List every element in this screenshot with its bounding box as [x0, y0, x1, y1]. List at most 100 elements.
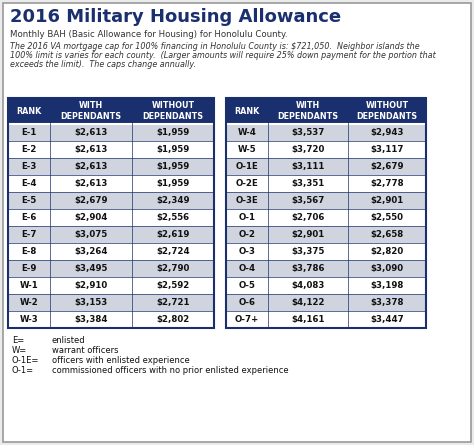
Bar [226, 260, 426, 277]
Text: W=: W= [12, 346, 27, 355]
Bar [8, 260, 214, 277]
Text: E-2: E-2 [21, 145, 36, 154]
Text: O-2: O-2 [238, 230, 255, 239]
Text: O-7+: O-7+ [235, 315, 259, 324]
Bar [8, 158, 214, 175]
Text: $3,111: $3,111 [292, 162, 325, 171]
Text: E-7: E-7 [21, 230, 37, 239]
Bar [226, 311, 426, 328]
Text: O-1E=: O-1E= [12, 356, 39, 365]
Text: $3,537: $3,537 [292, 128, 325, 137]
Text: $1,959: $1,959 [156, 162, 190, 171]
Text: $2,706: $2,706 [292, 213, 325, 222]
Text: WITHOUT
DEPENDANTS: WITHOUT DEPENDANTS [356, 101, 418, 121]
Text: officers with enlisted experience: officers with enlisted experience [52, 356, 190, 365]
Text: $2,721: $2,721 [156, 298, 190, 307]
Text: WITHOUT
DEPENDANTS: WITHOUT DEPENDANTS [143, 101, 203, 121]
Bar [226, 158, 426, 175]
Text: E=: E= [12, 336, 24, 345]
Text: RANK: RANK [17, 106, 42, 116]
Text: $2,658: $2,658 [370, 230, 404, 239]
Text: $4,161: $4,161 [291, 315, 325, 324]
Bar [8, 124, 214, 141]
Text: O-5: O-5 [238, 281, 255, 290]
Text: $2,349: $2,349 [156, 196, 190, 205]
Text: W-5: W-5 [237, 145, 256, 154]
Text: $2,904: $2,904 [74, 213, 108, 222]
Text: enlisted: enlisted [52, 336, 86, 345]
Text: E-6: E-6 [21, 213, 36, 222]
Bar [226, 226, 426, 243]
Text: W-4: W-4 [237, 128, 256, 137]
Text: $4,083: $4,083 [292, 281, 325, 290]
Text: $3,117: $3,117 [370, 145, 404, 154]
Bar [226, 175, 426, 192]
Text: $2,550: $2,550 [371, 213, 403, 222]
Bar [226, 124, 426, 141]
Text: O-1: O-1 [238, 213, 255, 222]
Bar [8, 209, 214, 226]
Text: $3,384: $3,384 [74, 315, 108, 324]
Text: $2,679: $2,679 [74, 196, 108, 205]
Text: 100% limit is varies for each county.  (Larger amounts will require 25% down pay: 100% limit is varies for each county. (L… [10, 51, 436, 60]
Text: $3,378: $3,378 [370, 298, 404, 307]
Text: O-4: O-4 [238, 264, 255, 273]
Bar [226, 243, 426, 260]
Text: $2,901: $2,901 [292, 230, 325, 239]
Bar [8, 98, 214, 124]
Text: $3,786: $3,786 [291, 264, 325, 273]
Text: $2,613: $2,613 [74, 162, 108, 171]
Text: E-5: E-5 [21, 196, 36, 205]
Text: $2,556: $2,556 [156, 213, 190, 222]
Bar [8, 192, 214, 209]
Bar [8, 175, 214, 192]
Text: $2,613: $2,613 [74, 128, 108, 137]
Text: $2,679: $2,679 [370, 162, 404, 171]
Text: $3,351: $3,351 [292, 179, 325, 188]
Text: RANK: RANK [234, 106, 260, 116]
Text: $3,447: $3,447 [370, 315, 404, 324]
Text: E-8: E-8 [21, 247, 36, 256]
Text: $3,153: $3,153 [74, 298, 108, 307]
Text: $3,495: $3,495 [74, 264, 108, 273]
Bar [226, 277, 426, 294]
Text: $3,567: $3,567 [292, 196, 325, 205]
Text: $2,820: $2,820 [370, 247, 404, 256]
Text: $1,959: $1,959 [156, 145, 190, 154]
Text: E-9: E-9 [21, 264, 36, 273]
Text: $2,592: $2,592 [156, 281, 190, 290]
Bar [226, 98, 426, 328]
Text: $3,198: $3,198 [370, 281, 404, 290]
Text: commissioned officers with no prior enlisted experience: commissioned officers with no prior enli… [52, 366, 289, 375]
Text: $3,720: $3,720 [292, 145, 325, 154]
Text: O-6: O-6 [238, 298, 255, 307]
Text: O-3E: O-3E [236, 196, 258, 205]
Text: $2,724: $2,724 [156, 247, 190, 256]
Text: WITH
DEPENDANTS: WITH DEPENDANTS [61, 101, 121, 121]
Bar [8, 294, 214, 311]
Bar [226, 98, 426, 124]
Bar [8, 277, 214, 294]
Text: $3,375: $3,375 [292, 247, 325, 256]
Text: $2,943: $2,943 [370, 128, 404, 137]
Bar [226, 294, 426, 311]
Text: The 2016 VA mortgage cap for 100% financing in Honolulu County is: $721,050.  Ne: The 2016 VA mortgage cap for 100% financ… [10, 42, 419, 51]
Text: E-3: E-3 [21, 162, 36, 171]
Text: W-2: W-2 [19, 298, 38, 307]
Text: $2,613: $2,613 [74, 145, 108, 154]
Text: $2,613: $2,613 [74, 179, 108, 188]
Bar [8, 98, 214, 328]
Text: Monthly BAH (Basic Allowance for Housing) for Honolulu County.: Monthly BAH (Basic Allowance for Housing… [10, 30, 288, 39]
Text: E-1: E-1 [21, 128, 36, 137]
Text: 2016 Military Housing Allowance: 2016 Military Housing Allowance [10, 8, 341, 26]
Bar [226, 192, 426, 209]
Text: $2,802: $2,802 [156, 315, 190, 324]
Text: W-3: W-3 [19, 315, 38, 324]
Text: $2,778: $2,778 [370, 179, 404, 188]
Bar [8, 141, 214, 158]
Text: W-1: W-1 [19, 281, 38, 290]
Bar [226, 209, 426, 226]
Bar [226, 141, 426, 158]
Text: WITH
DEPENDANTS: WITH DEPENDANTS [277, 101, 338, 121]
Text: $1,959: $1,959 [156, 128, 190, 137]
